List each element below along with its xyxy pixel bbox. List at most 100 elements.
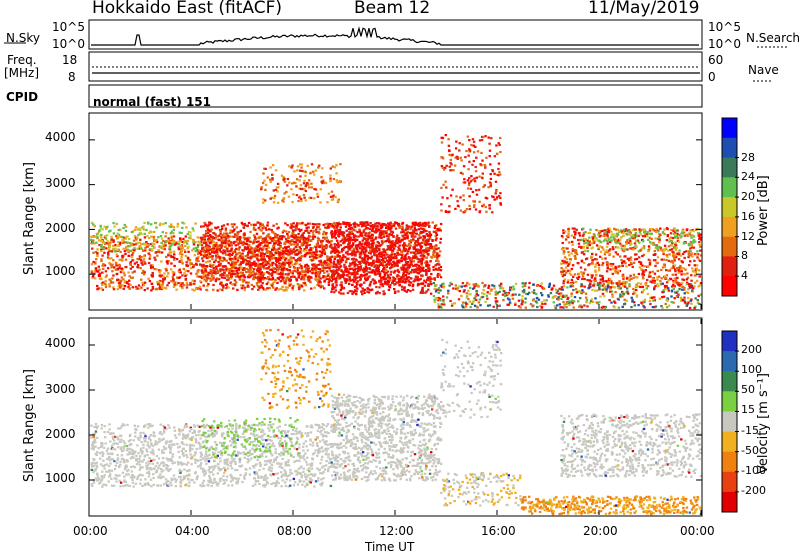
power-data-cell	[287, 230, 291, 234]
power-data-cell	[354, 254, 357, 257]
power-data-cell	[340, 273, 343, 277]
power-data-cell	[328, 259, 332, 262]
power-data-cell	[668, 248, 672, 252]
power-data-cell	[257, 266, 260, 269]
power-data-cell	[478, 139, 482, 142]
power-data-cell	[246, 263, 250, 266]
power-data-cell	[363, 259, 367, 262]
power-data-cell	[447, 138, 450, 141]
power-data-cell	[669, 278, 673, 281]
power-data-cell	[185, 261, 188, 264]
power-data-cell	[574, 249, 578, 252]
power-data-cell	[263, 179, 266, 182]
power-data-cell	[424, 281, 427, 284]
power-data-cell	[572, 275, 575, 278]
power-data-cell	[299, 175, 302, 178]
power-data-cell	[373, 254, 376, 257]
power-data-cell	[364, 232, 368, 235]
power-data-cell	[332, 265, 335, 268]
power-data-cell	[372, 239, 375, 242]
power-data-cell	[375, 266, 379, 269]
power-data-cell	[135, 238, 138, 241]
power-data-cell	[204, 241, 208, 244]
power-data-cell	[154, 288, 157, 291]
power-data-cell	[366, 278, 369, 282]
power-data-cell	[562, 229, 565, 232]
power-data-cell	[277, 252, 280, 255]
power-data-cell	[560, 234, 564, 238]
power-data-cell	[461, 143, 464, 146]
power-data-cell	[359, 251, 362, 254]
power-data-cell	[261, 272, 264, 275]
power-data-cell	[346, 268, 349, 271]
power-data-cell	[657, 249, 660, 252]
power-data-cell	[319, 270, 322, 273]
power-data-cell	[395, 275, 399, 278]
power-data-cell	[292, 256, 295, 260]
power-data-cell	[608, 280, 612, 284]
power-data-cell	[580, 273, 584, 276]
power-data-cell	[318, 284, 321, 287]
power-data-cell	[191, 279, 194, 282]
power-data-cell	[270, 228, 273, 232]
power-data-cell	[699, 249, 702, 252]
power-data-cell	[448, 205, 451, 208]
power-data-cell	[332, 249, 336, 252]
power-data-cell	[649, 280, 652, 283]
power-data-cell	[354, 226, 357, 229]
power-data-cell	[597, 232, 601, 235]
power-data-cell	[583, 285, 586, 288]
power-data-cell	[625, 241, 628, 244]
power-data-cell	[665, 274, 669, 277]
power-data-cell	[271, 277, 275, 281]
power-data-cell	[577, 232, 581, 235]
power-data-cell	[337, 230, 340, 233]
power-data-cell	[224, 253, 228, 256]
power-data-cell	[311, 237, 315, 241]
power-data-cell	[691, 267, 694, 270]
power-data-cell	[324, 233, 328, 236]
power-data-cell	[290, 188, 293, 191]
power-data-cell	[366, 260, 369, 263]
power-data-cell	[586, 246, 589, 249]
power-data-cell	[101, 271, 104, 274]
power-data-cell	[405, 280, 408, 283]
power-data-cell	[378, 244, 381, 247]
power-data-cell	[132, 243, 135, 246]
power-data-cell	[212, 288, 215, 291]
power-data-cell	[580, 271, 583, 274]
power-data-cell	[286, 250, 290, 253]
power-data-cell	[360, 244, 363, 248]
power-data-cell	[362, 270, 366, 274]
power-data-cell	[403, 267, 406, 270]
power-data-cell	[360, 253, 363, 256]
power-data-cell	[169, 254, 173, 257]
power-data-cell	[219, 268, 222, 271]
power-data-cell	[259, 278, 262, 281]
power-data-cell	[419, 232, 422, 235]
power-data-cell	[217, 269, 221, 272]
power-data-cell	[487, 136, 490, 139]
power-data-cell	[309, 239, 312, 242]
power-data-cell	[196, 257, 199, 260]
power-data-cell	[610, 282, 614, 285]
power-data-cell	[241, 256, 245, 260]
power-data-cell	[389, 221, 392, 224]
power-data-cell	[365, 244, 369, 247]
power-data-cell	[289, 271, 292, 274]
power-data-cell	[245, 242, 249, 246]
power-data-cell	[137, 284, 141, 287]
power-data-cell	[367, 235, 371, 238]
power-data-cell	[288, 242, 291, 245]
power-data-cell	[314, 246, 318, 249]
power-data-cell	[400, 280, 403, 283]
power-data-cell	[331, 223, 334, 226]
power-data-cell	[402, 271, 405, 274]
power-data-cell	[296, 222, 299, 225]
power-data-cell	[286, 261, 289, 264]
power-data-cell	[243, 222, 246, 226]
power-data-cell	[640, 268, 643, 271]
power-data-cell	[441, 157, 445, 160]
power-data-cell	[398, 247, 401, 250]
power-data-cell	[110, 257, 113, 260]
